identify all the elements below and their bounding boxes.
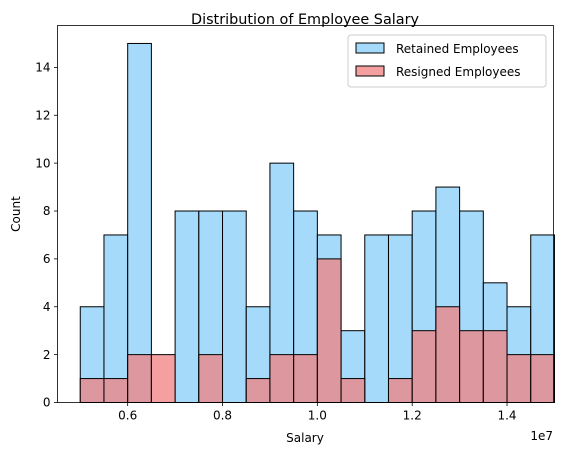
histogram-bar-series-1 [387, 234, 413, 403]
histogram-bar-series-2 [198, 354, 224, 403]
chart-title: Distribution of Employee Salary [191, 12, 420, 28]
histogram-bar-series-2 [482, 330, 508, 404]
bars-layer [79, 42, 555, 404]
x-axis-label: Salary [286, 431, 324, 445]
histogram-bar-series-2 [459, 330, 484, 404]
y-tick-label: 0 [43, 396, 51, 410]
x-offset-label: 1e7 [530, 429, 553, 443]
legend: Retained Employees Resigned Employees [347, 34, 547, 88]
histogram-bar-series-2 [435, 306, 461, 403]
legend-swatch [355, 42, 385, 54]
legend-label: Resigned Employees [396, 65, 521, 79]
y-tick-label: 2 [43, 348, 51, 362]
histogram-bar-series-2 [411, 330, 437, 404]
histogram-bar-series-1 [364, 234, 389, 403]
legend-label: Retained Employees [396, 42, 519, 56]
histogram-bar-series-2 [269, 354, 295, 403]
legend-swatch [355, 65, 385, 77]
y-tick-label: 4 [43, 300, 51, 314]
legend-box [347, 34, 547, 88]
histogram-bar-series-2 [79, 378, 105, 404]
y-tick-label: 12 [35, 108, 50, 122]
y-tick-label: 8 [43, 204, 51, 218]
x-tick-label: 1.0 [308, 409, 327, 423]
histogram-bar-series-1 [103, 234, 129, 403]
histogram-bar-series-1 [174, 210, 200, 403]
y-axis-label: Count [9, 196, 23, 232]
y-tick-label: 14 [35, 61, 50, 75]
histogram-bar-series-2 [387, 378, 413, 404]
histogram-bar-series-2 [530, 354, 555, 403]
histogram-bar-series-2 [316, 258, 342, 403]
histogram-bar-series-2 [293, 354, 318, 403]
axes-layer: 0.6 0.8 1.0 1.2 1.4 0 2 4 6 8 10 12 14 [35, 61, 516, 423]
x-tick-label: 1.2 [403, 409, 422, 423]
histogram-bar-series-2 [340, 378, 366, 404]
x-tick-label: 1.4 [497, 409, 516, 423]
histogram-bar-series-2 [506, 354, 532, 403]
histogram-bar-series-2 [150, 354, 176, 403]
histogram-bar-series-2 [245, 378, 271, 404]
plot-frame [57, 25, 554, 403]
histogram-bar-series-2 [103, 378, 129, 404]
x-tick-label: 0.6 [118, 409, 137, 423]
y-tick-label: 6 [43, 252, 51, 266]
y-tick-label: 10 [35, 156, 50, 170]
histogram-bar-series-1 [222, 210, 247, 403]
histogram-bar-series-2 [127, 354, 152, 403]
histogram-bar-series-1 [127, 42, 152, 403]
x-tick-label: 0.8 [213, 409, 232, 423]
